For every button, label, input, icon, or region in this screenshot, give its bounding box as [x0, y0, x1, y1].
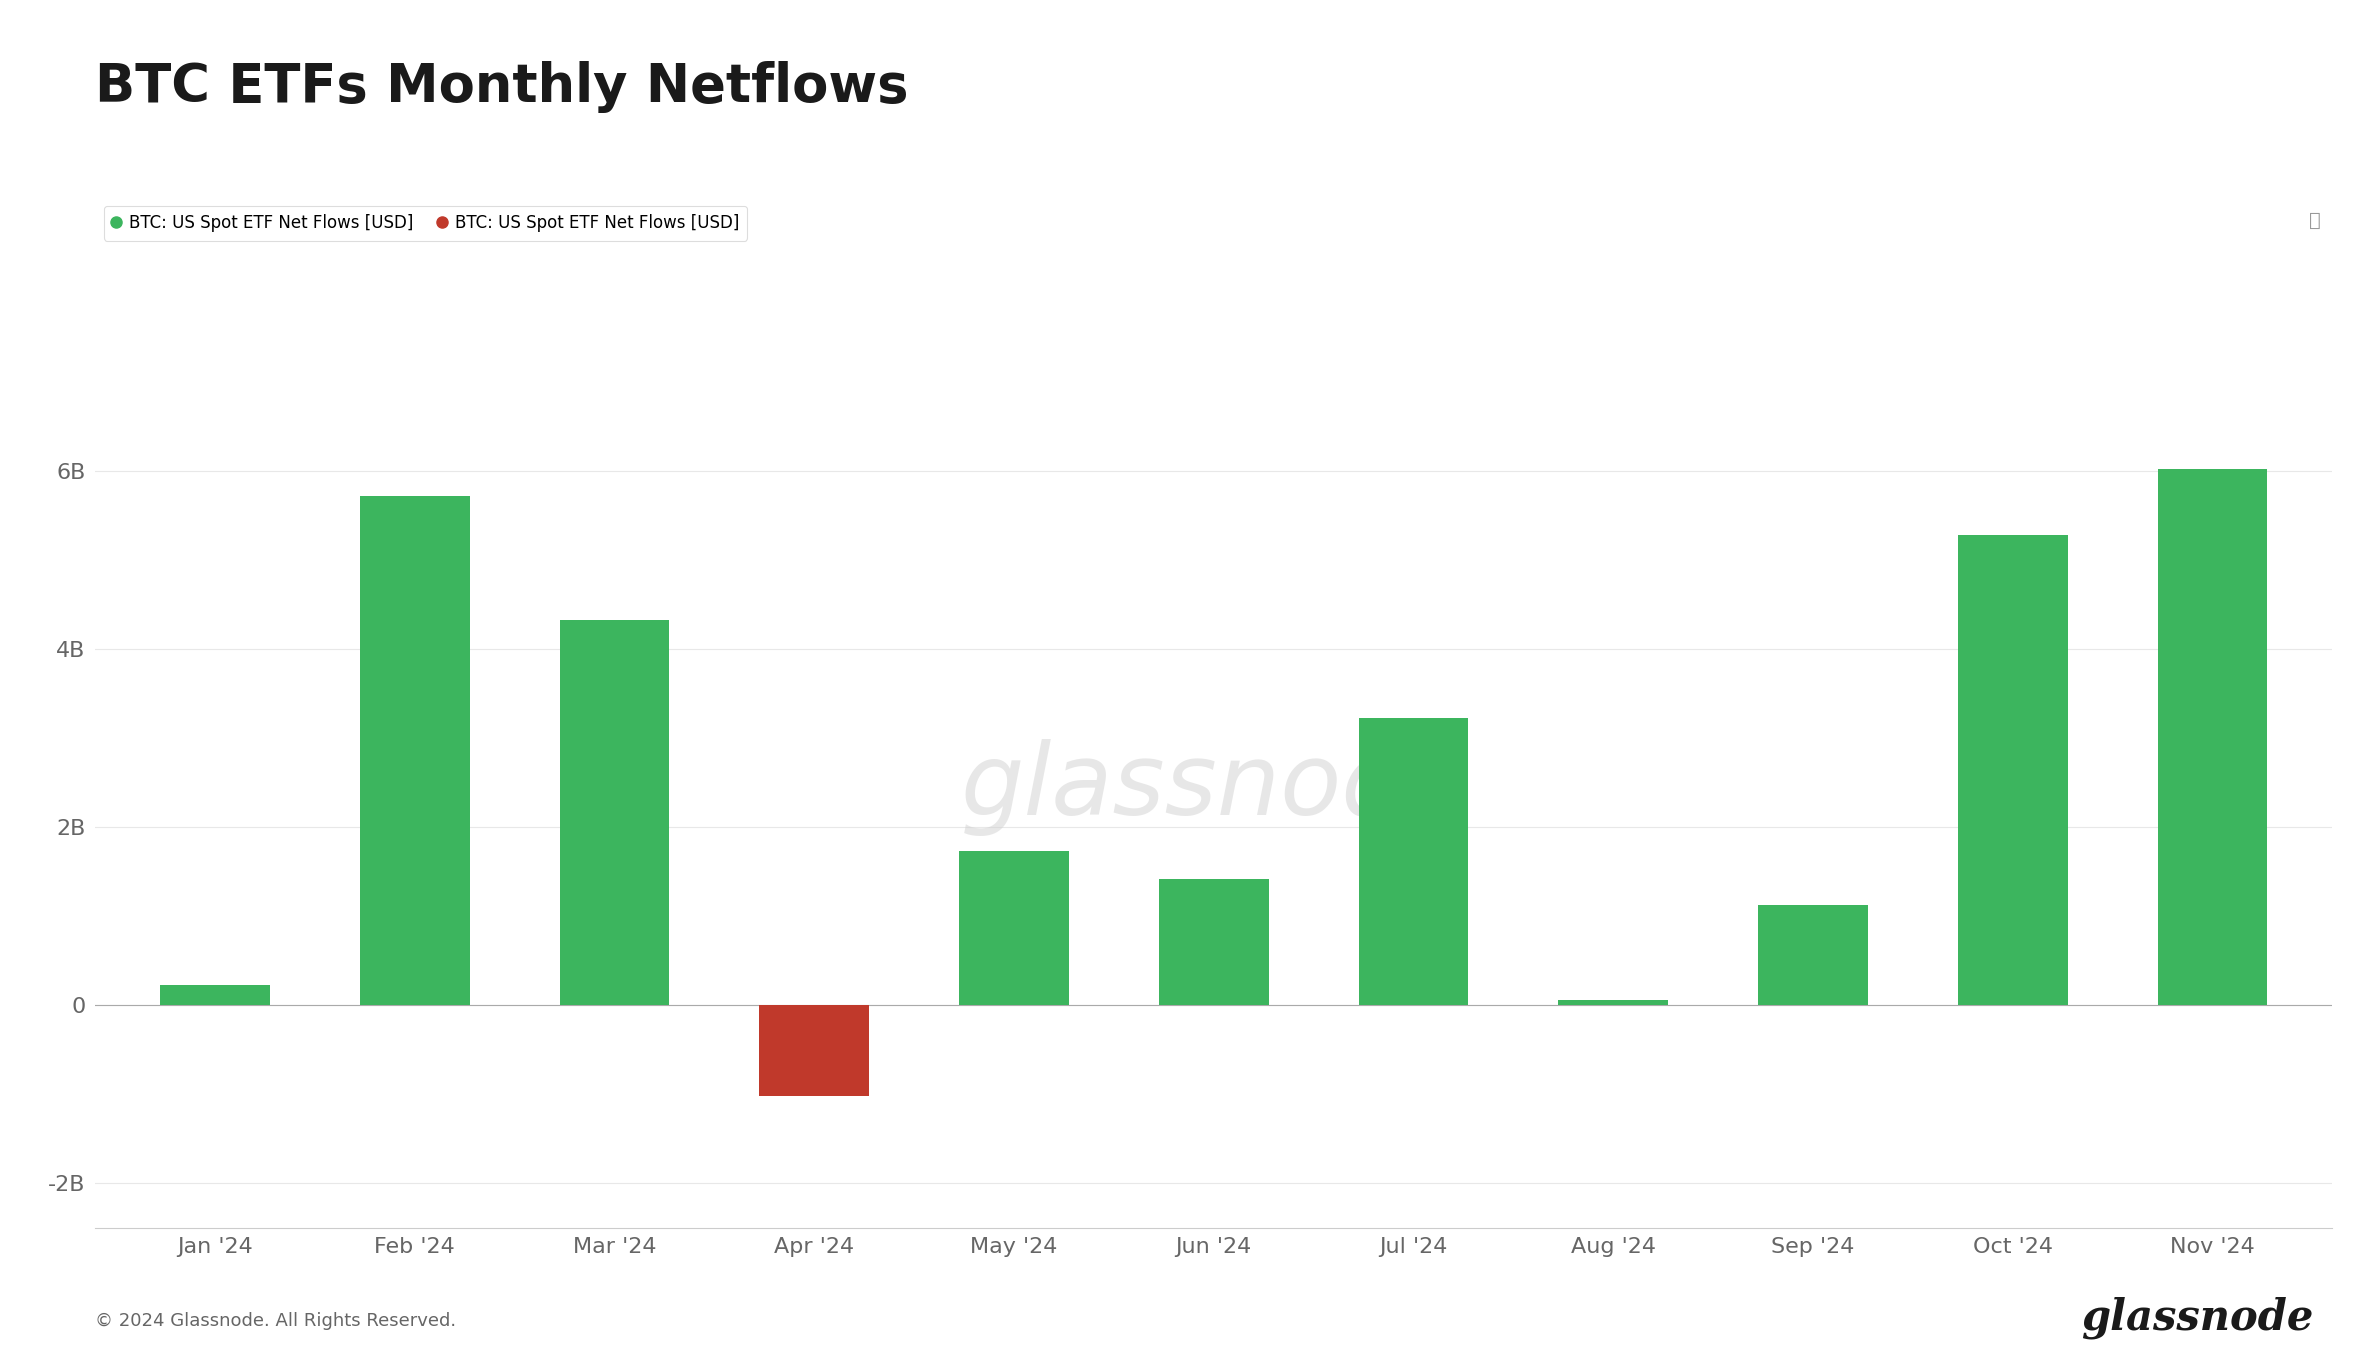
- Text: glassnode: glassnode: [962, 739, 1466, 836]
- Bar: [559, 621, 669, 1005]
- Bar: [1959, 535, 2068, 1005]
- Text: 📷: 📷: [2309, 211, 2320, 231]
- Bar: [2159, 469, 2268, 1005]
- Text: glassnode: glassnode: [2080, 1297, 2313, 1339]
- Text: © 2024 Glassnode. All Rights Reserved.: © 2024 Glassnode. All Rights Reserved.: [95, 1312, 457, 1330]
- Bar: [1359, 719, 1468, 1005]
- Legend: BTC: US Spot ETF Net Flows [USD], BTC: US Spot ETF Net Flows [USD]: BTC: US Spot ETF Net Flows [USD], BTC: U…: [105, 206, 747, 241]
- Bar: [959, 851, 1069, 1005]
- Bar: [1559, 1000, 1668, 1005]
- Bar: [1159, 878, 1269, 1005]
- Bar: [759, 1005, 869, 1095]
- Bar: [359, 496, 469, 1005]
- Bar: [159, 985, 269, 1005]
- Bar: [1759, 906, 1868, 1005]
- Text: BTC ETFs Monthly Netflows: BTC ETFs Monthly Netflows: [95, 61, 909, 113]
